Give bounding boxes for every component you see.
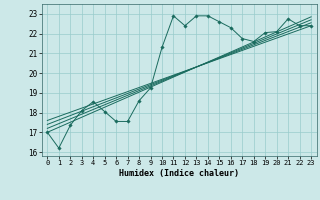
X-axis label: Humidex (Indice chaleur): Humidex (Indice chaleur): [119, 169, 239, 178]
